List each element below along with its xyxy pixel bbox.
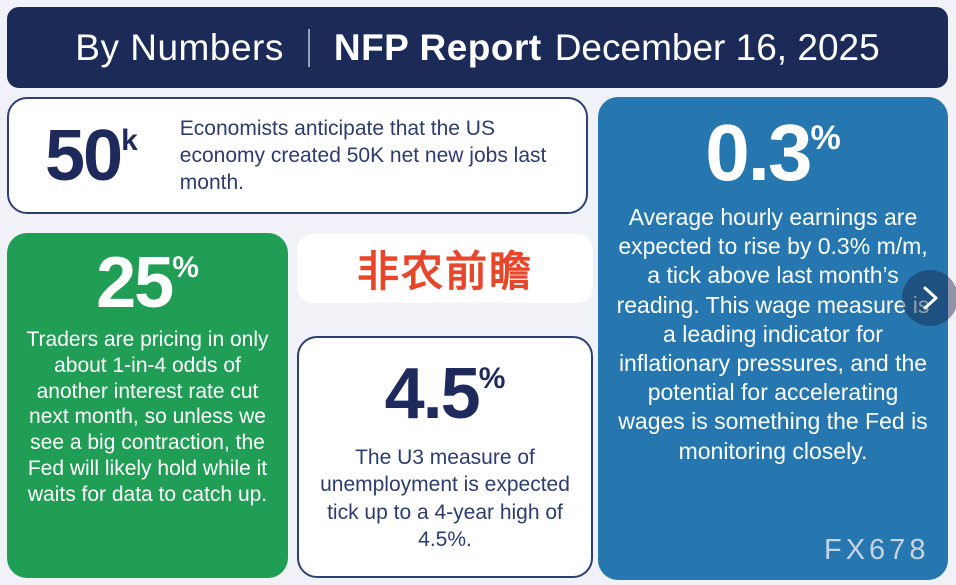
unemployment-big-number: 4.5 % (299, 358, 591, 430)
header-title: NFP Report December 16, 2025 (334, 27, 880, 69)
carousel-next-button[interactable] (902, 270, 956, 326)
header-brand: NFP Report (333, 26, 542, 68)
jobs-value: 50 (45, 115, 123, 196)
card-earnings: 0.3 % Average hourly earnings are expect… (598, 97, 948, 580)
card-rate-cut-odds: 25 % Traders are pricing in only about 1… (7, 233, 288, 578)
unemployment-value: 4.5 (384, 354, 481, 434)
jobs-big-number: 50 k (45, 120, 138, 192)
rate-cut-description: Traders are pricing in only about 1-in-4… (26, 328, 269, 506)
watermark-fx678: FX678 (824, 534, 930, 566)
earnings-big-number: 0.3 % (598, 113, 948, 193)
earnings-unit: % (810, 119, 841, 157)
card-unemployment: 4.5 % The U3 measure of unemployment is … (297, 336, 593, 578)
earnings-description: Average hourly earnings are expected to … (616, 204, 930, 464)
jobs-description: Economists anticipate that the US econom… (179, 116, 547, 195)
rate-cut-value: 25 (96, 243, 174, 323)
rate-cut-unit: % (172, 251, 199, 284)
header-left-label: By Numbers (75, 26, 284, 68)
unemployment-description: The U3 measure of unemployment is expect… (320, 446, 570, 551)
card-cn-headline: 非农前瞻 (297, 234, 593, 303)
card-jobs-forecast: 50 k Economists anticipate that the US e… (7, 97, 588, 214)
jobs-unit: k (121, 123, 138, 157)
header-divider (307, 28, 310, 67)
chevron-right-icon (919, 285, 941, 311)
header-date: December 16, 2025 (554, 26, 880, 68)
cn-headline-text: 非农前瞻 (356, 247, 533, 296)
unemployment-unit: % (478, 362, 506, 395)
header-bar: By Numbers NFP Report December 16, 2025 (7, 7, 948, 88)
earnings-value: 0.3 (705, 108, 812, 197)
rate-cut-big-number: 25 % (7, 247, 288, 319)
